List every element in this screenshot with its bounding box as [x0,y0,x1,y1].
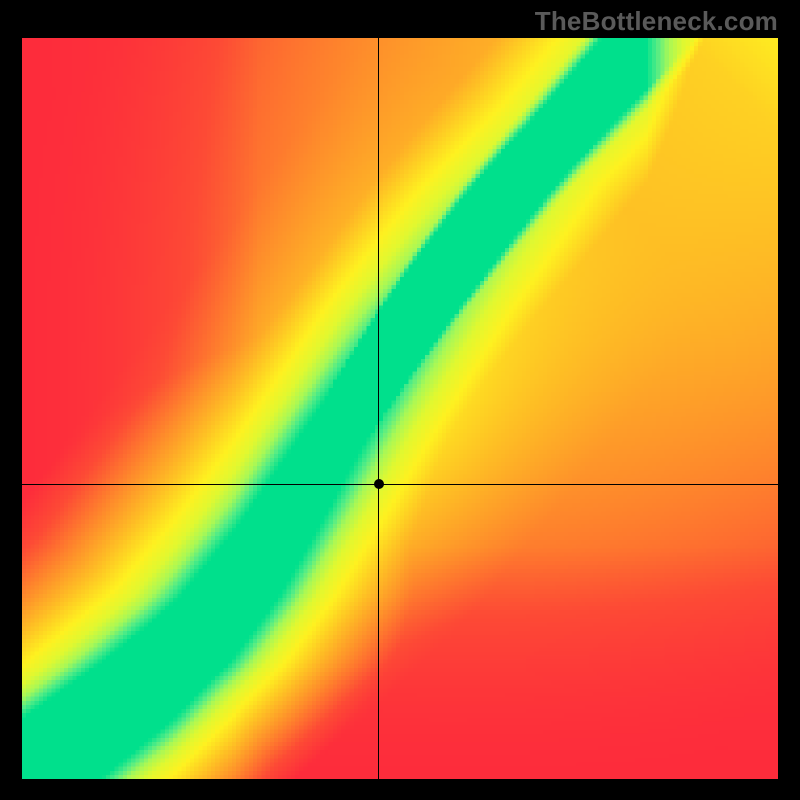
crosshair-horizontal [22,484,778,485]
crosshair-vertical [378,38,379,779]
plot-area [22,38,778,779]
heatmap-canvas [22,38,778,779]
crosshair-marker [374,479,384,489]
attribution-text: TheBottleneck.com [535,6,778,37]
